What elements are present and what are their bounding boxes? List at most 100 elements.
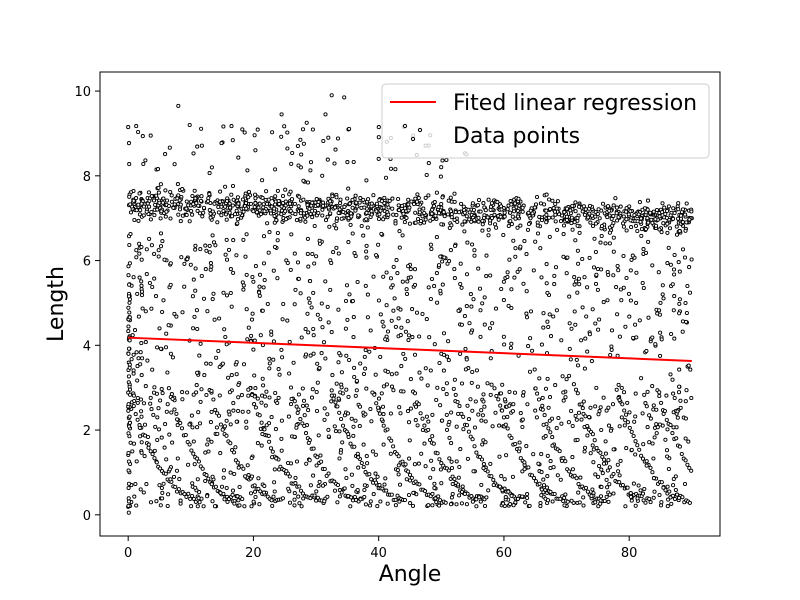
data-point xyxy=(629,257,634,262)
data-point xyxy=(561,499,566,504)
data-point xyxy=(389,492,394,497)
data-point xyxy=(162,445,167,450)
data-point xyxy=(283,199,288,204)
data-point xyxy=(267,230,272,235)
data-point xyxy=(224,217,229,222)
data-point xyxy=(279,134,284,139)
data-point xyxy=(262,427,267,432)
data-point xyxy=(605,269,610,275)
data-point xyxy=(347,201,352,206)
data-point xyxy=(169,392,174,397)
data-point xyxy=(157,200,162,205)
data-point xyxy=(273,427,278,432)
y-tick-label: 8 xyxy=(83,170,91,185)
data-point xyxy=(350,197,355,202)
data-point xyxy=(134,208,139,213)
data-point xyxy=(490,424,495,429)
data-point xyxy=(660,292,665,297)
data-point xyxy=(240,409,245,414)
data-point xyxy=(204,473,209,478)
data-point xyxy=(470,408,475,413)
data-point xyxy=(145,358,150,363)
data-point xyxy=(140,356,145,361)
data-point xyxy=(478,334,483,339)
data-point xyxy=(454,459,459,464)
data-point xyxy=(367,349,372,354)
data-point xyxy=(676,390,682,395)
data-point xyxy=(621,390,627,395)
data-point xyxy=(499,204,504,209)
data-point xyxy=(183,432,188,438)
data-point xyxy=(285,318,290,323)
data-point xyxy=(665,230,670,235)
data-point xyxy=(462,219,467,224)
x-tick-label: 0 xyxy=(124,546,132,561)
data-point xyxy=(352,444,357,449)
data-point xyxy=(184,494,189,499)
data-point xyxy=(362,487,367,493)
data-point xyxy=(517,446,522,451)
data-point xyxy=(287,500,293,505)
data-point xyxy=(249,504,254,509)
data-point xyxy=(598,498,603,503)
data-point xyxy=(377,482,382,488)
data-point xyxy=(211,240,217,245)
data-point xyxy=(127,414,132,419)
data-point xyxy=(403,356,408,361)
data-point xyxy=(572,282,577,287)
data-point xyxy=(126,459,131,464)
data-point xyxy=(386,205,391,210)
data-point xyxy=(208,211,213,216)
data-point xyxy=(257,272,263,277)
data-point xyxy=(264,189,269,194)
data-point xyxy=(527,503,532,508)
data-point xyxy=(176,212,181,217)
data-point xyxy=(139,279,144,284)
data-point xyxy=(249,474,255,479)
data-point xyxy=(241,362,247,367)
data-point xyxy=(483,419,488,424)
data-point xyxy=(457,464,462,470)
data-point xyxy=(483,440,488,445)
data-point xyxy=(351,335,356,340)
data-point xyxy=(135,364,140,369)
data-point xyxy=(501,279,506,284)
data-point xyxy=(677,297,682,302)
data-point xyxy=(479,408,484,413)
data-point xyxy=(496,397,501,402)
data-point xyxy=(653,342,658,347)
data-point xyxy=(396,196,401,202)
data-point xyxy=(452,276,457,281)
data-point xyxy=(279,212,284,217)
data-point xyxy=(138,362,143,367)
data-point xyxy=(541,477,546,482)
data-point xyxy=(525,402,530,407)
data-point xyxy=(407,205,412,210)
data-point xyxy=(231,270,236,275)
data-point xyxy=(380,319,385,324)
data-point xyxy=(226,375,231,380)
y-tick-label: 10 xyxy=(74,85,91,100)
data-point xyxy=(531,452,536,457)
data-point xyxy=(559,421,564,426)
data-point xyxy=(508,210,513,215)
data-point xyxy=(147,236,152,241)
data-point xyxy=(280,355,285,360)
data-point xyxy=(459,322,464,327)
data-point xyxy=(165,370,170,375)
data-point xyxy=(476,266,481,271)
data-point xyxy=(416,402,421,407)
data-point xyxy=(583,207,588,212)
data-point xyxy=(435,300,440,305)
data-point xyxy=(650,384,655,389)
data-point xyxy=(133,412,138,417)
data-point xyxy=(275,400,280,406)
data-point xyxy=(259,420,264,425)
data-point xyxy=(350,205,355,210)
data-point xyxy=(381,324,386,329)
data-point xyxy=(636,483,641,488)
data-point xyxy=(255,396,260,401)
data-point xyxy=(444,157,449,163)
data-point xyxy=(151,412,156,417)
